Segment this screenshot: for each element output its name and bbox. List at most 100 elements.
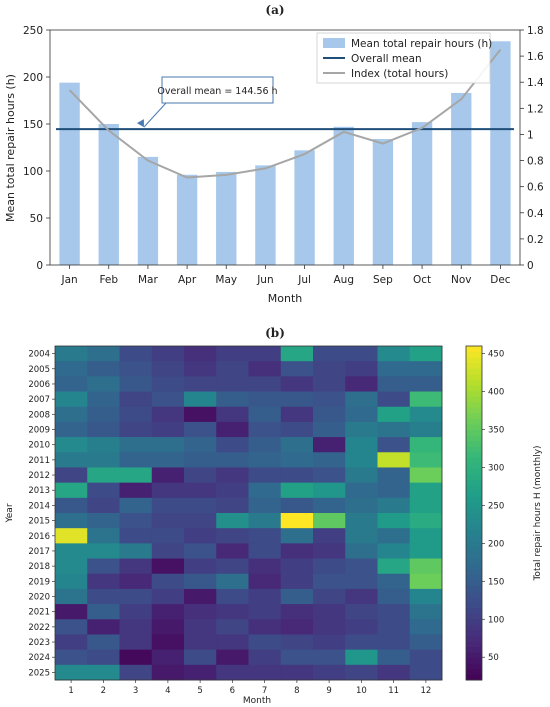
heatmap-cell (280, 406, 314, 423)
y2-tick-label: 0.2 (527, 234, 544, 246)
heatmap-cell (409, 664, 443, 681)
heatmap-cell (55, 437, 88, 453)
heatmap-cell (119, 558, 153, 575)
heatmap-cell (151, 513, 185, 529)
heatmap-cell (248, 376, 282, 392)
x-tick-label: Dec (490, 274, 511, 286)
heatmap-cell (313, 376, 346, 392)
heatmap-cell (248, 588, 282, 605)
heatmap-cell (345, 543, 378, 559)
heatmap-cell (184, 467, 217, 484)
colorbar-segment (466, 551, 482, 559)
heatmap-cell (151, 391, 185, 408)
heatmap-cell (280, 588, 314, 605)
heatmap-cell (87, 361, 120, 377)
annotation-arrowhead (136, 119, 144, 128)
colorbar-segment (466, 663, 482, 670)
heatmap-cell (248, 346, 282, 362)
heatmap-cell (313, 588, 346, 605)
heatmap-cell (184, 604, 217, 620)
y2-tick-label: 1.8 (527, 25, 544, 37)
colorbar-segment (466, 474, 482, 481)
heatmap-cell (248, 619, 282, 635)
bar (333, 126, 354, 265)
heatmap-cell (55, 558, 88, 575)
colorbar-segment (466, 529, 482, 536)
heatmap-cell (119, 649, 153, 666)
heatmap-cell (87, 604, 120, 620)
heatmap-cell (216, 421, 249, 438)
colorbar-segment (466, 641, 482, 648)
bar (372, 139, 394, 265)
bar (216, 171, 237, 265)
heatmap-cell (313, 346, 346, 362)
heatmap-cell (313, 437, 346, 453)
heatmap-cell (55, 649, 88, 666)
heatmap-cell (409, 361, 443, 377)
heatmap-cell (345, 573, 378, 590)
heatmap-cell (151, 421, 185, 438)
heatmap-cell (409, 588, 443, 605)
x-tick-label: May (215, 274, 237, 286)
colorbar-segment (466, 674, 482, 681)
heatmap-cell (216, 649, 249, 666)
heatmap-y-tick-label: 2018 (28, 562, 50, 572)
heatmap-cell (313, 634, 346, 651)
heatmap-cell (280, 452, 314, 468)
heatmap-cell (280, 497, 314, 514)
colorbar-segment (466, 596, 482, 603)
colorbar-segment (466, 418, 482, 425)
heatmap-cell (119, 604, 153, 620)
heatmap-cell (216, 634, 249, 651)
x-tick-label: Nov (451, 274, 472, 286)
heatmap-frame (54, 345, 443, 681)
heatmap-cell (55, 588, 88, 605)
heatmap-cell (151, 588, 185, 605)
heatmap-cell (216, 361, 249, 377)
heatmap-cell (248, 467, 282, 484)
heatmap-cell (119, 588, 153, 605)
heatmap-cell (216, 604, 249, 620)
heatmap-cell (216, 467, 249, 484)
legend-label: Index (total hours) (351, 68, 448, 80)
heatmap-cell (313, 497, 346, 514)
y-tick-label: 200 (23, 72, 43, 84)
colorbar-segment (466, 479, 482, 486)
colorbar-tick-label: 100 (488, 615, 504, 625)
heatmap-cell (184, 391, 217, 408)
colorbar-tick-label: 400 (488, 388, 504, 398)
heatmap-cell (409, 513, 443, 529)
heatmap-cell (280, 346, 314, 362)
heatmap-cell (55, 482, 88, 499)
heatmap-cell (119, 619, 153, 635)
heatmap-cell (119, 543, 153, 559)
heatmap-cell (216, 346, 249, 362)
heatmap-cell (87, 634, 120, 651)
colorbar-segment (466, 357, 482, 364)
colorbar-segment (466, 568, 482, 575)
heatmap-y-tick-label: 2010 (28, 441, 50, 451)
heatmap-cell (184, 558, 217, 575)
heatmap-cell (119, 437, 153, 453)
y2-tick-label: 1.6 (527, 51, 544, 63)
heatmap-cell (87, 573, 120, 590)
heatmap-cell (345, 528, 378, 544)
colorbar-segment (466, 602, 482, 609)
heatmap-cell (216, 619, 249, 635)
heatmap-cell (345, 346, 378, 362)
heatmap-cell (248, 664, 282, 681)
heatmap-cell (119, 452, 153, 468)
heatmap-cell (409, 406, 443, 423)
heatmap-cell (87, 391, 120, 408)
heatmap-cell (184, 573, 217, 590)
heatmap-y-tick-label: 2014 (28, 501, 50, 511)
heatmap-cell (345, 361, 378, 377)
annotation-arrow (143, 102, 167, 128)
colorbar-segment (466, 396, 482, 403)
heatmap-cell (119, 497, 153, 514)
x-tick-label: Oct (413, 274, 431, 286)
heatmap-cell (377, 543, 411, 559)
bar (451, 92, 472, 265)
heatmap-y-tick-label: 2017 (28, 547, 50, 557)
